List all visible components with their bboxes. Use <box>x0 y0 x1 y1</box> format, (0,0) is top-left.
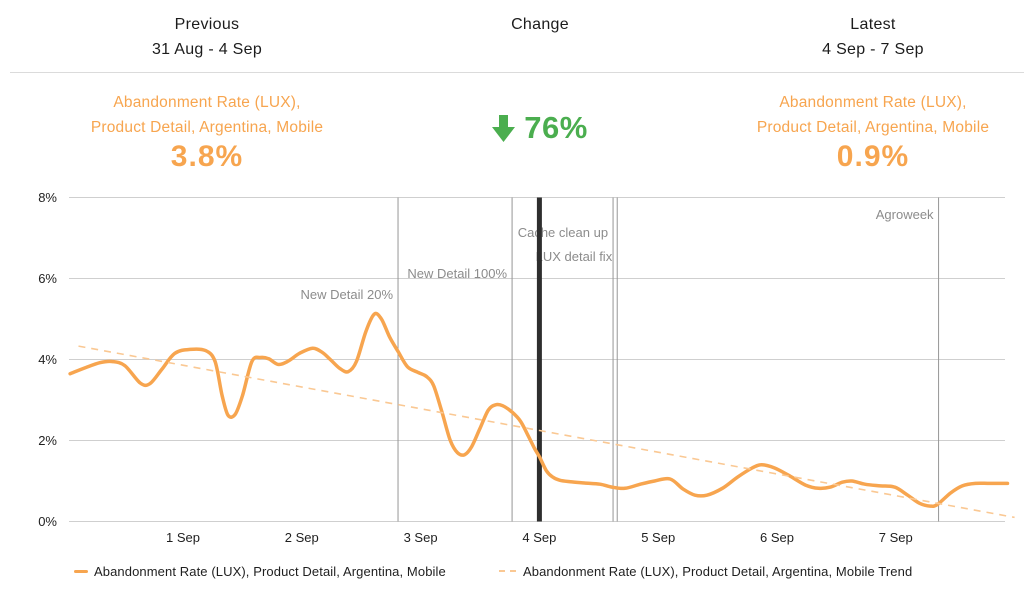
annotation-label: Cache clean up <box>518 225 608 240</box>
change-value: 76% <box>524 110 588 145</box>
down-arrow-icon <box>492 114 516 142</box>
previous-metric-label-line1: Abandonment Rate (LUX), <box>113 94 301 111</box>
latest-title: Latest <box>850 16 896 33</box>
previous-period-header: Previous 31 Aug - 4 Sep <box>27 13 387 63</box>
legend-item-series: Abandonment Rate (LUX), Product Detail, … <box>74 557 446 585</box>
latest-period-header: Latest 4 Sep - 7 Sep <box>693 13 1024 63</box>
legend-trend-label: Abandonment Rate (LUX), Product Detail, … <box>523 563 913 579</box>
previous-metric-card: Abandonment Rate (LUX), Product Detail, … <box>27 90 387 173</box>
dashed-line-swatch-icon <box>499 570 516 572</box>
x-axis-tick-label: 2 Sep <box>285 530 319 545</box>
x-axis-tick-label: 1 Sep <box>166 530 200 545</box>
legend-series-label: Abandonment Rate (LUX), Product Detail, … <box>94 563 446 579</box>
latest-metric-card: Abandonment Rate (LUX), Product Detail, … <box>693 90 1024 173</box>
previous-title: Previous <box>174 16 240 33</box>
solid-line-swatch-icon <box>74 569 88 573</box>
annotation-label: LUX detail fix <box>536 249 613 264</box>
legend-item-trend: Abandonment Rate (LUX), Product Detail, … <box>499 557 912 585</box>
latest-metric-label-line2: Product Detail, Argentina, Mobile <box>756 119 990 136</box>
y-axis-tick-label: 6% <box>38 271 57 286</box>
header-divider <box>10 72 1024 73</box>
abandonment-rate-line-chart: 0% 2% 4% 6% 8% 1 Sep 2 Sep 3 Sep 4 Sep 5 Sep 6 Sep… <box>38 190 1015 545</box>
latest-metric-value: 0.9% <box>836 140 910 173</box>
change-title: Change <box>511 16 569 33</box>
y-axis-tick-label: 8% <box>38 190 57 205</box>
latest-metric-label-line1: Abandonment Rate (LUX), <box>779 94 967 111</box>
change-header: Change <box>415 13 665 37</box>
change-metric: 76% <box>415 108 665 148</box>
annotation-label: Agroweek <box>876 207 934 222</box>
x-axis-tick-label: 3 Sep <box>404 530 438 545</box>
y-axis-tick-label: 2% <box>38 433 57 448</box>
previous-metric-value: 3.8% <box>170 140 244 173</box>
annotation-label: New Detail 20% <box>301 287 394 302</box>
latest-date-range: 4 Sep - 7 Sep <box>822 41 924 58</box>
x-axis-tick-label: 4 Sep <box>522 530 556 545</box>
annotation-label: New Detail 100% <box>407 266 507 281</box>
previous-date-range: 31 Aug - 4 Sep <box>151 41 263 58</box>
y-axis-tick-label: 4% <box>38 352 57 367</box>
previous-metric-label-line2: Product Detail, Argentina, Mobile <box>90 119 324 136</box>
trend-line <box>78 345 1015 519</box>
x-axis-tick-label: 6 Sep <box>760 530 794 545</box>
series-line <box>68 311 1010 509</box>
y-axis-tick-label: 0% <box>38 514 57 529</box>
x-axis-tick-label: 7 Sep <box>879 530 913 545</box>
x-axis-tick-label: 5 Sep <box>641 530 675 545</box>
